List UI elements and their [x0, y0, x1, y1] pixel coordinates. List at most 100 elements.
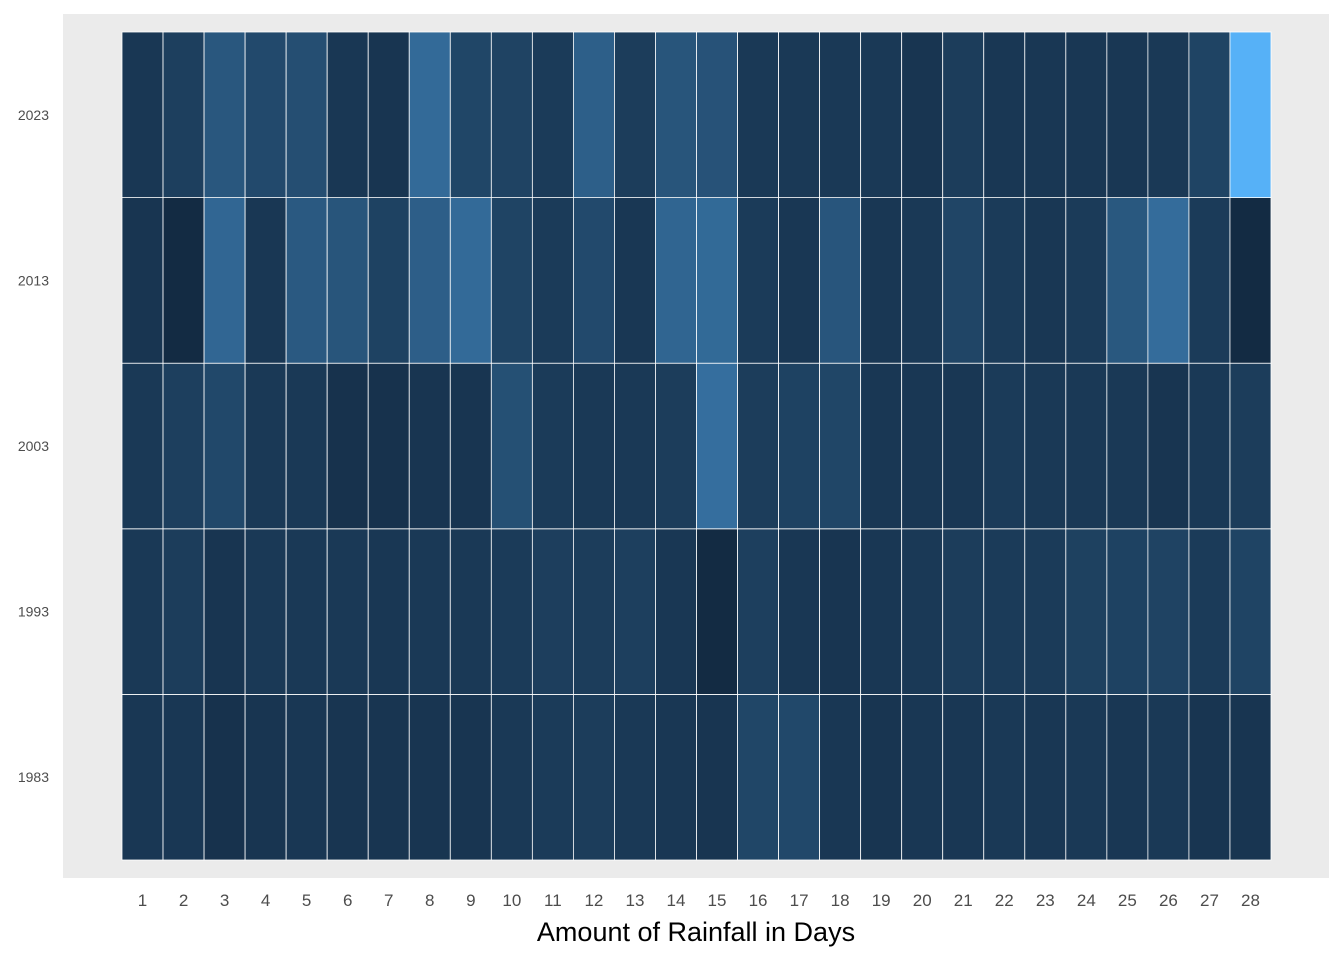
- x-tick-label: 2: [179, 891, 188, 910]
- heatmap-cell-1983-day-22: [983, 694, 1026, 861]
- heatmap-cell-1983-day-2: [162, 694, 205, 861]
- heatmap-cell-1983-day-4: [244, 694, 287, 861]
- heatmap-cell-2013-day-11: [531, 197, 574, 364]
- x-tick-label: 6: [343, 891, 352, 910]
- heatmap-cell-2003-day-20: [901, 362, 944, 530]
- heatmap-cell-2003-day-14: [655, 362, 697, 530]
- x-tick-label: 18: [831, 891, 850, 910]
- heatmap-cell-1983-day-10: [490, 694, 533, 861]
- heatmap-cell-2003-day-11: [531, 362, 574, 530]
- heatmap-cell-1983-day-25: [1106, 694, 1149, 861]
- heatmap-cell-2003-day-26: [1147, 362, 1190, 530]
- heatmap-cell-2023-day-13: [614, 31, 656, 199]
- heatmap-cell-2013-day-17: [778, 197, 821, 364]
- heatmap-cell-1983-day-19: [860, 694, 903, 861]
- heatmap-cell-1983-day-27: [1188, 694, 1231, 861]
- heatmap-cell-1993-day-14: [655, 528, 697, 695]
- heatmap-cell-2013-day-13: [614, 197, 656, 364]
- heatmap-cell-1993-day-19: [860, 528, 903, 695]
- heatmap-cell-2003-day-5: [285, 362, 328, 530]
- heatmap-cell-2023-day-5: [285, 31, 328, 199]
- heatmap-cell-2023-day-28: [1229, 31, 1272, 199]
- heatmap-cell-2013-day-22: [983, 197, 1026, 364]
- heatmap-cell-2013-day-12: [572, 197, 615, 364]
- heatmap-cell-2003-day-21: [942, 362, 985, 530]
- heatmap-cells: [121, 31, 1272, 861]
- x-tick-label: 15: [708, 891, 727, 910]
- heatmap-cell-2023-day-27: [1188, 31, 1231, 199]
- heatmap-cell-2003-day-1: [121, 362, 164, 530]
- heatmap-cell-1983-day-21: [942, 694, 985, 861]
- y-tick-label: 1983: [18, 769, 49, 785]
- heatmap-cell-1983-day-9: [449, 694, 492, 861]
- heatmap-cell-2013-day-14: [655, 197, 697, 364]
- x-tick-label: 13: [625, 891, 644, 910]
- heatmap-cell-2013-day-20: [901, 197, 944, 364]
- heatmap-cell-1993-day-7: [367, 528, 410, 695]
- heatmap-cell-1983-day-24: [1065, 694, 1108, 861]
- heatmap-cell-1993-day-2: [162, 528, 205, 695]
- x-tick-label: 17: [790, 891, 809, 910]
- heatmap-cell-1993-day-28: [1229, 528, 1272, 695]
- heatmap-cell-1983-day-8: [408, 694, 451, 861]
- heatmap-cell-1993-day-24: [1065, 528, 1108, 695]
- heatmap-cell-2003-day-16: [737, 362, 779, 530]
- heatmap-cell-1993-day-13: [614, 528, 656, 695]
- heatmap-cell-2023-day-16: [737, 31, 779, 199]
- heatmap-cell-2023-day-12: [572, 31, 615, 199]
- heatmap-cell-1983-day-23: [1024, 694, 1067, 861]
- heatmap-cell-2023-day-21: [942, 31, 985, 199]
- y-tick-label: 2013: [18, 272, 49, 288]
- heatmap-cell-2013-day-2: [162, 197, 205, 364]
- heatmap-cell-2013-day-15: [696, 197, 738, 364]
- heatmap-cell-1993-day-9: [449, 528, 492, 695]
- heatmap-cell-2023-day-20: [901, 31, 944, 199]
- x-tick-label: 8: [425, 891, 434, 910]
- heatmap-cell-2013-day-16: [737, 197, 779, 364]
- x-tick-label: 10: [502, 891, 521, 910]
- heatmap-cell-2013-day-23: [1024, 197, 1067, 364]
- heatmap-cell-2023-day-7: [367, 31, 410, 199]
- heatmap-cell-2023-day-4: [244, 31, 287, 199]
- heatmap-cell-2003-day-6: [326, 362, 369, 530]
- heatmap-cell-1993-day-5: [285, 528, 328, 695]
- x-tick-label: 1: [138, 891, 147, 910]
- heatmap-cell-2013-day-21: [942, 197, 985, 364]
- heatmap-cell-1993-day-21: [942, 528, 985, 695]
- x-tick-label: 23: [1036, 891, 1055, 910]
- heatmap-cell-2003-day-8: [408, 362, 451, 530]
- x-tick-label: 28: [1241, 891, 1260, 910]
- heatmap-cell-2013-day-9: [449, 197, 492, 364]
- heatmap-cell-2023-day-24: [1065, 31, 1108, 199]
- x-tick-label: 22: [995, 891, 1014, 910]
- heatmap-cell-2013-day-28: [1229, 197, 1272, 364]
- heatmap-cell-2013-day-25: [1106, 197, 1149, 364]
- heatmap-cell-2013-day-24: [1065, 197, 1108, 364]
- heatmap-cell-2013-day-7: [367, 197, 410, 364]
- heatmap-cell-2003-day-2: [162, 362, 205, 530]
- x-tick-label: 19: [872, 891, 891, 910]
- heatmap-cell-2003-day-23: [1024, 362, 1067, 530]
- heatmap-cell-2003-day-22: [983, 362, 1026, 530]
- heatmap-cell-1993-day-1: [121, 528, 164, 695]
- heatmap-cell-2003-day-27: [1188, 362, 1231, 530]
- heatmap-cell-1983-day-26: [1147, 694, 1190, 861]
- heatmap-cell-2023-day-6: [326, 31, 369, 199]
- heatmap-cell-2003-day-3: [203, 362, 246, 530]
- heatmap-cell-1993-day-17: [778, 528, 821, 695]
- heatmap-cell-2003-day-12: [572, 362, 615, 530]
- heatmap-cell-1983-day-7: [367, 694, 410, 861]
- heatmap-cell-2003-day-4: [244, 362, 287, 530]
- heatmap-cell-1993-day-20: [901, 528, 944, 695]
- heatmap-cell-2023-day-17: [778, 31, 821, 199]
- heatmap-cell-1993-day-4: [244, 528, 287, 695]
- heatmap-cell-1983-day-5: [285, 694, 328, 861]
- heatmap-cell-2023-day-10: [490, 31, 533, 199]
- heatmap-cell-2003-day-9: [449, 362, 492, 530]
- x-tick-label: 26: [1159, 891, 1178, 910]
- x-tick-label: 21: [954, 891, 973, 910]
- heatmap-cell-1983-day-16: [737, 694, 779, 861]
- heatmap-cell-2023-day-26: [1147, 31, 1190, 199]
- x-tick-label: 3: [220, 891, 229, 910]
